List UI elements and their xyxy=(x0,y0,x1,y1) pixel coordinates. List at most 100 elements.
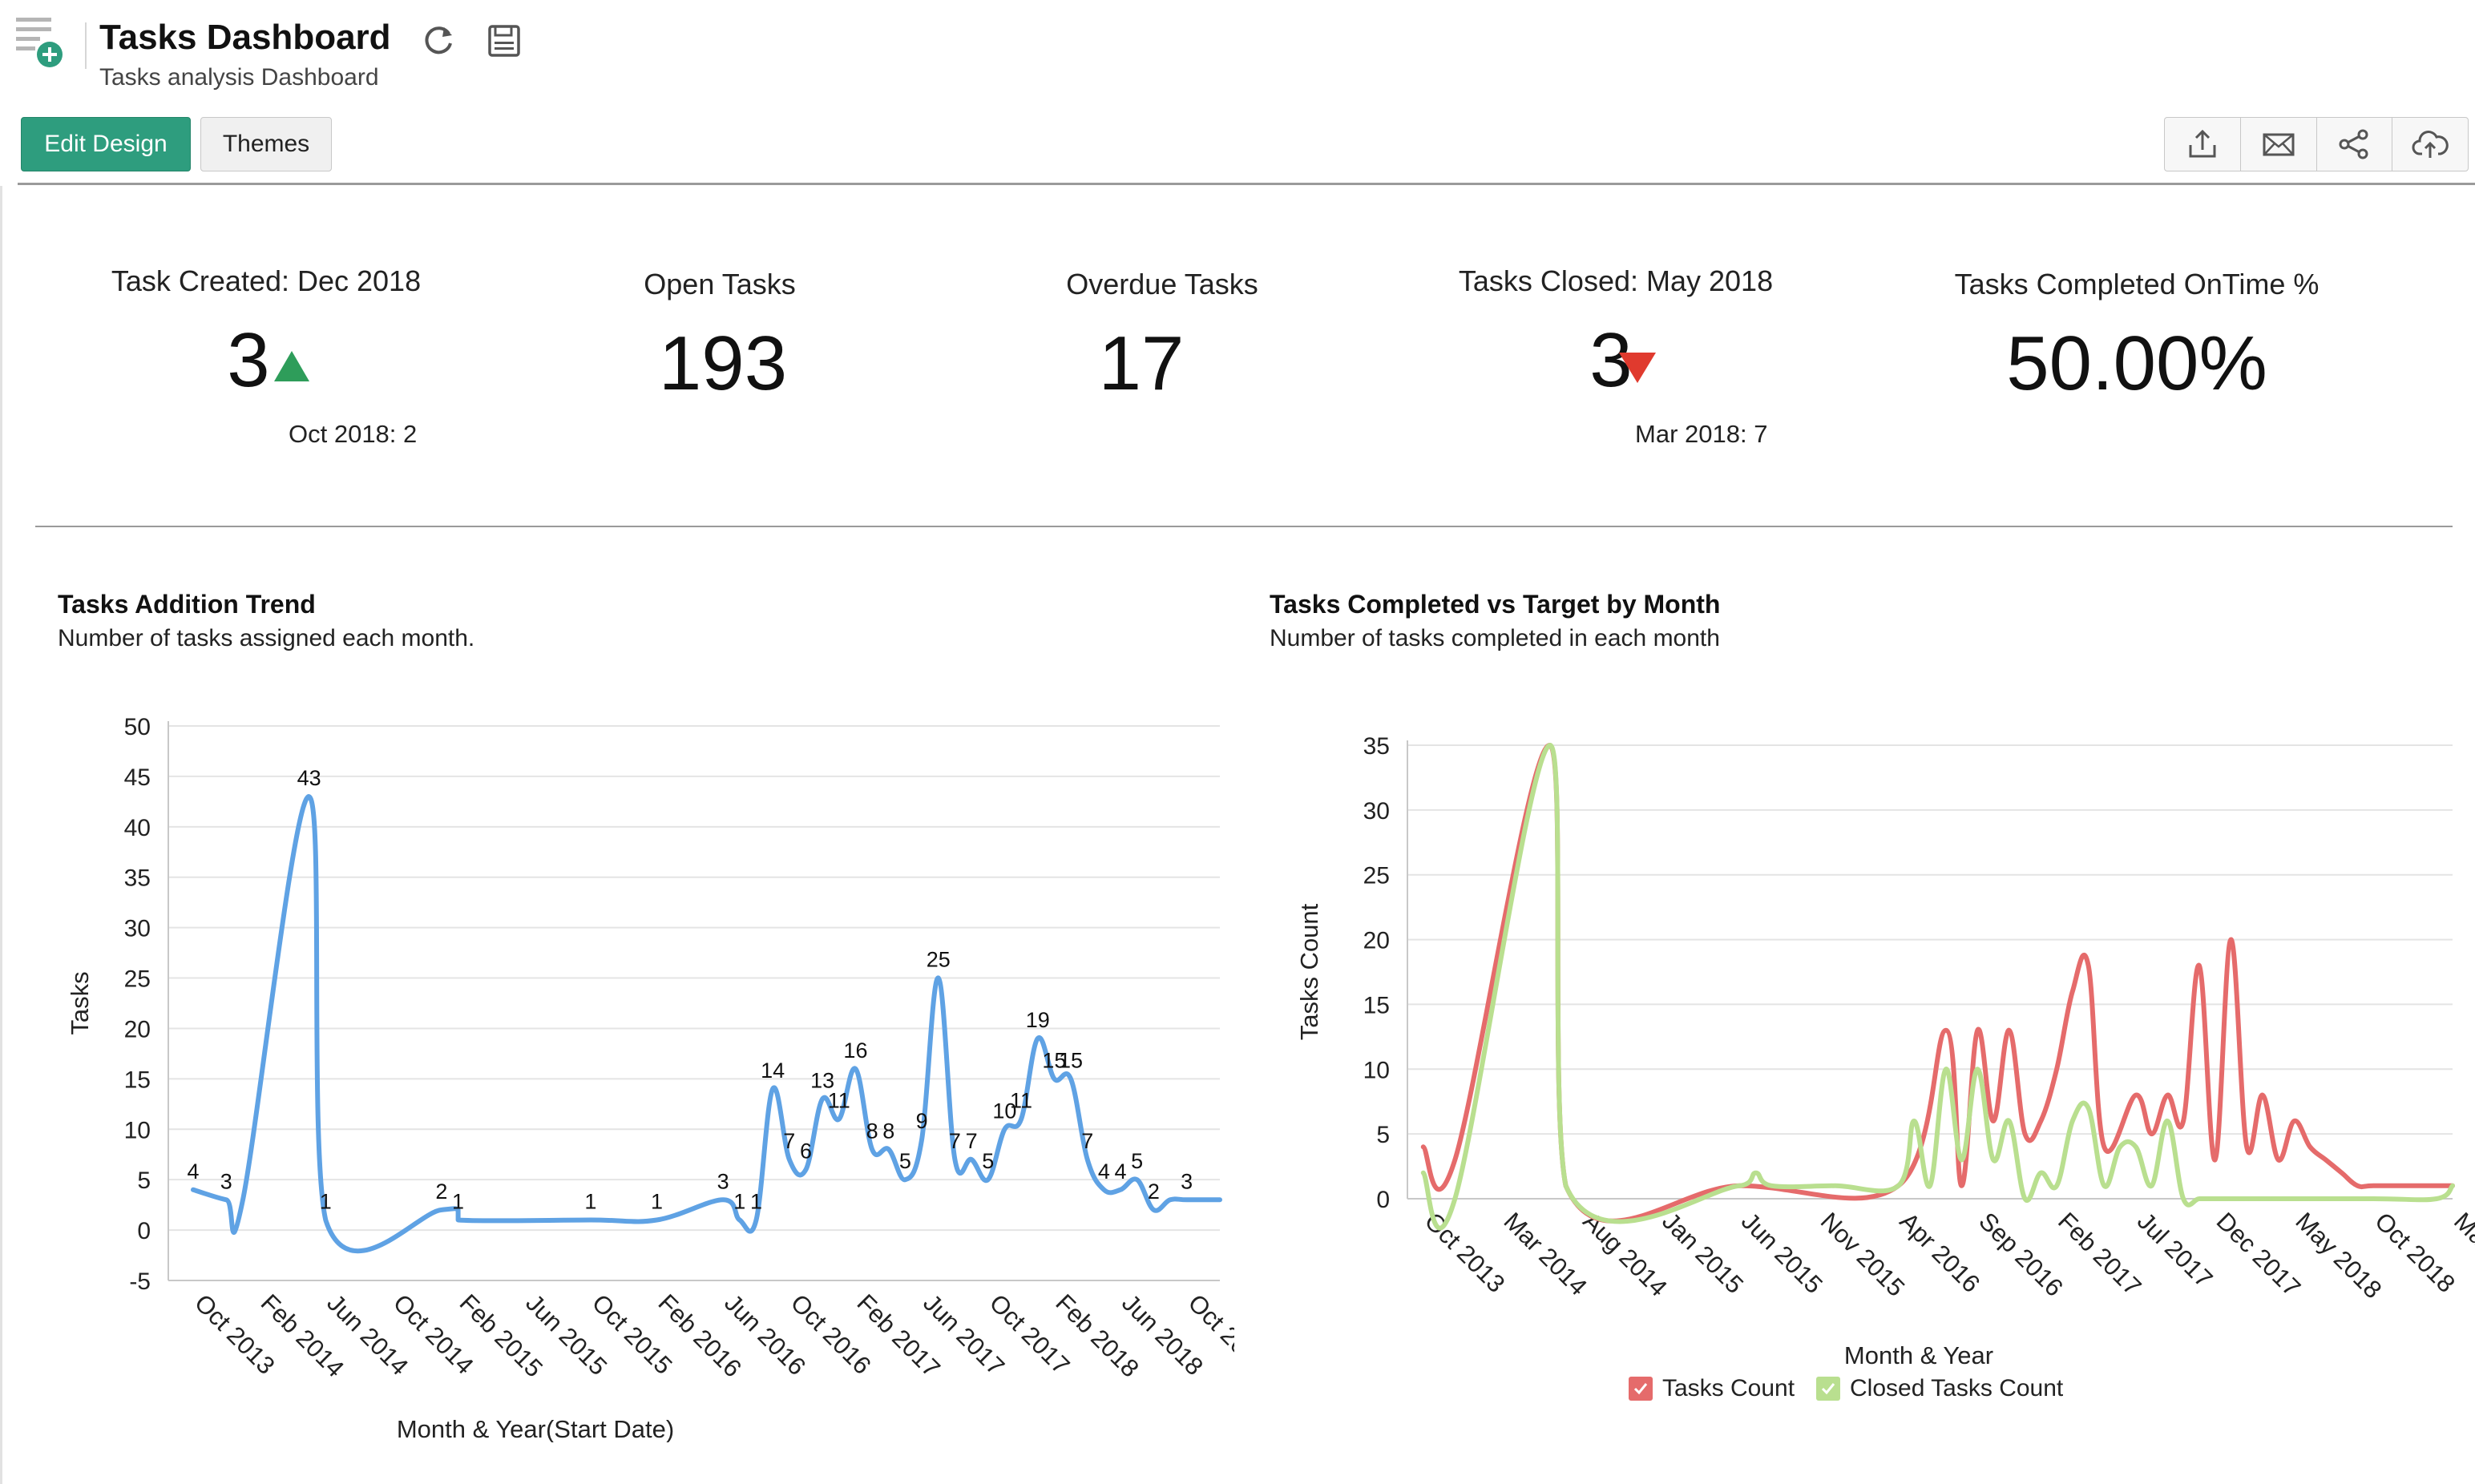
data-point[interactable] xyxy=(2415,1180,2426,1192)
data-point[interactable] xyxy=(767,1083,778,1095)
data-point[interactable] xyxy=(983,1174,994,1185)
data-point[interactable] xyxy=(1032,1033,1044,1044)
data-point[interactable] xyxy=(2194,1193,2205,1204)
data-point[interactable] xyxy=(2020,1193,2031,1204)
data-point[interactable] xyxy=(949,1154,960,1165)
data-point[interactable] xyxy=(1734,1180,1746,1192)
themes-button[interactable]: Themes xyxy=(200,117,332,171)
data-point[interactable] xyxy=(2098,1180,2110,1192)
data-point[interactable] xyxy=(2146,1128,2158,1139)
data-point[interactable] xyxy=(2210,1193,2221,1204)
legend-tasks-count[interactable]: Tasks Count xyxy=(1629,1375,1795,1402)
data-point[interactable] xyxy=(1544,740,1556,751)
data-point[interactable] xyxy=(2210,1154,2221,1165)
data-point[interactable] xyxy=(1561,1180,1572,1192)
data-point[interactable] xyxy=(2431,1193,2442,1204)
data-point[interactable] xyxy=(916,1134,927,1145)
data-point[interactable] xyxy=(2051,1180,2062,1192)
data-point[interactable] xyxy=(304,791,315,802)
data-point[interactable] xyxy=(436,1204,447,1216)
edit-design-button[interactable]: Edit Design xyxy=(21,117,191,171)
data-point[interactable] xyxy=(2352,1180,2363,1192)
data-point[interactable] xyxy=(320,1215,331,1226)
data-point[interactable] xyxy=(1065,1073,1076,1084)
legend-closed-tasks-count[interactable]: Closed Tasks Count xyxy=(1816,1375,2063,1402)
data-point[interactable] xyxy=(1418,1167,1429,1179)
data-point[interactable] xyxy=(1956,1154,1968,1165)
data-point[interactable] xyxy=(2035,1167,2046,1179)
series-line-1[interactable] xyxy=(1420,742,2455,1231)
data-point[interactable] xyxy=(1972,1025,1983,1036)
data-point[interactable] xyxy=(883,1143,894,1155)
export-button[interactable] xyxy=(2165,118,2241,171)
share-button[interactable] xyxy=(2317,118,2393,171)
data-point[interactable] xyxy=(2304,1141,2316,1152)
data-point[interactable] xyxy=(2368,1180,2379,1192)
data-point[interactable] xyxy=(2368,1193,2379,1204)
data-point[interactable] xyxy=(834,1114,845,1125)
data-point[interactable] xyxy=(2241,1193,2252,1204)
add-dashboard-icon[interactable] xyxy=(14,14,66,71)
data-point[interactable] xyxy=(2241,1141,2252,1152)
data-point[interactable] xyxy=(2431,1180,2442,1192)
email-button[interactable] xyxy=(2241,118,2317,171)
data-point[interactable] xyxy=(2083,1103,2094,1114)
data-point[interactable] xyxy=(1181,1194,1193,1205)
data-point[interactable] xyxy=(2162,1115,2173,1127)
data-point[interactable] xyxy=(2273,1154,2284,1165)
data-point[interactable] xyxy=(933,973,944,984)
data-point[interactable] xyxy=(1132,1174,1143,1185)
data-point[interactable] xyxy=(2162,1090,2173,1101)
data-point[interactable] xyxy=(2051,1063,2062,1075)
data-point[interactable] xyxy=(866,1143,878,1155)
data-point[interactable] xyxy=(2020,1128,2031,1139)
data-point[interactable] xyxy=(220,1194,232,1205)
data-point[interactable] xyxy=(2194,960,2205,971)
data-point[interactable] xyxy=(2146,1180,2158,1192)
data-point[interactable] xyxy=(1766,1180,1777,1192)
data-point[interactable] xyxy=(1082,1154,1093,1165)
data-point[interactable] xyxy=(2336,1167,2348,1179)
data-point[interactable] xyxy=(1048,1073,1060,1084)
data-point[interactable] xyxy=(784,1154,795,1165)
data-point[interactable] xyxy=(1988,1154,1999,1165)
data-point[interactable] xyxy=(1449,1154,1460,1165)
data-point[interactable] xyxy=(2225,934,2236,946)
data-point[interactable] xyxy=(2067,1115,2078,1127)
data-point[interactable] xyxy=(1750,1167,1762,1179)
data-point[interactable] xyxy=(717,1194,729,1205)
data-point[interactable] xyxy=(1956,1180,1968,1192)
data-point[interactable] xyxy=(1940,1063,1952,1075)
data-point[interactable] xyxy=(734,1215,745,1226)
data-point[interactable] xyxy=(1908,1115,1920,1127)
data-point[interactable] xyxy=(2004,1025,2015,1036)
data-point[interactable] xyxy=(2257,1090,2268,1101)
data-point[interactable] xyxy=(2083,960,2094,971)
data-point[interactable] xyxy=(2288,1115,2299,1127)
data-point[interactable] xyxy=(1449,1193,1460,1204)
data-point[interactable] xyxy=(2067,986,2078,997)
publish-button[interactable] xyxy=(2392,118,2468,171)
data-point[interactable] xyxy=(2447,1180,2458,1192)
data-point[interactable] xyxy=(899,1174,910,1185)
data-point[interactable] xyxy=(1829,1180,1840,1192)
data-point[interactable] xyxy=(2178,1193,2189,1204)
data-point[interactable] xyxy=(1115,1184,1126,1196)
data-point[interactable] xyxy=(2130,1141,2142,1152)
data-point[interactable] xyxy=(1940,1025,1952,1036)
data-point[interactable] xyxy=(2098,1141,2110,1152)
data-point[interactable] xyxy=(1924,1180,1936,1192)
data-point[interactable] xyxy=(2035,1115,2046,1127)
data-point[interactable] xyxy=(652,1215,663,1226)
data-point[interactable] xyxy=(1972,1063,1983,1075)
data-point[interactable] xyxy=(1214,1194,1225,1205)
data-point[interactable] xyxy=(966,1154,977,1165)
data-point[interactable] xyxy=(1098,1184,1109,1196)
data-point[interactable] xyxy=(2130,1090,2142,1101)
data-point[interactable] xyxy=(1165,1194,1176,1205)
series-line-0[interactable] xyxy=(191,794,1222,1254)
refresh-icon[interactable] xyxy=(420,22,457,59)
series-line-0[interactable] xyxy=(1420,742,2455,1224)
data-point[interactable] xyxy=(585,1215,596,1226)
data-point[interactable] xyxy=(817,1094,828,1105)
